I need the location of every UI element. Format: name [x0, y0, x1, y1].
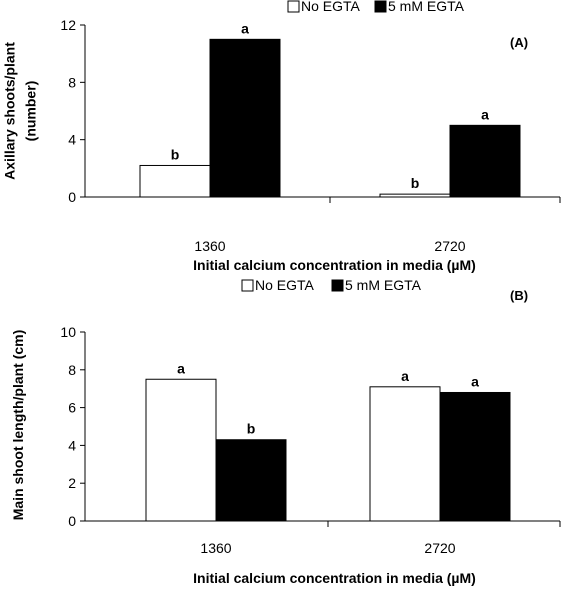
legend-label: 5 mM EGTA — [345, 277, 422, 293]
bar-egta-1360 — [215, 439, 287, 522]
y-tick-label: 0 — [68, 189, 76, 205]
bar-no-egta-2720 — [379, 193, 451, 198]
significance-letter: b — [247, 421, 256, 437]
significance-letter: a — [401, 368, 409, 384]
y-tick-label: 6 — [68, 400, 76, 416]
significance-letter: a — [471, 373, 479, 389]
y-tick-label: 8 — [68, 74, 76, 90]
x-axis-title: Initial calcium concentration in media (… — [193, 570, 476, 586]
x-axis-title: Initial calcium concentration in media (… — [193, 257, 476, 273]
bar-egta-2720 — [449, 124, 521, 198]
significance-letter: a — [481, 106, 489, 122]
bar-no-egta-1360 — [145, 378, 217, 522]
y-axis-title: (number) — [23, 81, 39, 142]
y-tick-label: 10 — [60, 324, 76, 340]
y-axis-title: Axillary shoots/plant — [2, 42, 18, 180]
x-tick-label: 1360 — [194, 238, 225, 254]
y-tick-label: 12 — [60, 17, 76, 33]
y-tick-label: 4 — [68, 437, 76, 453]
legend-label: No EGTA — [301, 0, 361, 14]
bar-egta-2720 — [439, 391, 511, 522]
significance-letter: a — [241, 20, 249, 36]
bar-no-egta-2720 — [369, 386, 441, 522]
legend-swatch-no-egta — [287, 0, 300, 13]
legend-swatch-egta — [331, 279, 344, 292]
x-tick-label: 2720 — [424, 540, 455, 556]
significance-letter: b — [411, 175, 420, 191]
legend-label: 5 mM EGTA — [388, 0, 465, 14]
bar-no-egta-1360 — [139, 164, 211, 198]
y-tick-label: 8 — [68, 362, 76, 378]
y-tick-label: 0 — [68, 513, 76, 529]
y-axis-title: Main shoot length/plant (cm) — [10, 330, 26, 521]
x-tick-label: 2720 — [434, 238, 465, 254]
significance-letter: a — [177, 360, 185, 376]
significance-letter: b — [171, 146, 180, 162]
legend-swatch-egta — [374, 0, 387, 13]
legend-label: No EGTA — [255, 277, 315, 293]
y-tick-label: 4 — [68, 132, 76, 148]
x-tick-label: 1360 — [200, 540, 231, 556]
panel-label: (A) — [510, 35, 528, 50]
panel-label: (B) — [510, 288, 528, 303]
legend-swatch-no-egta — [241, 279, 254, 292]
y-tick-label: 2 — [68, 475, 76, 491]
bar-egta-1360 — [209, 38, 281, 198]
